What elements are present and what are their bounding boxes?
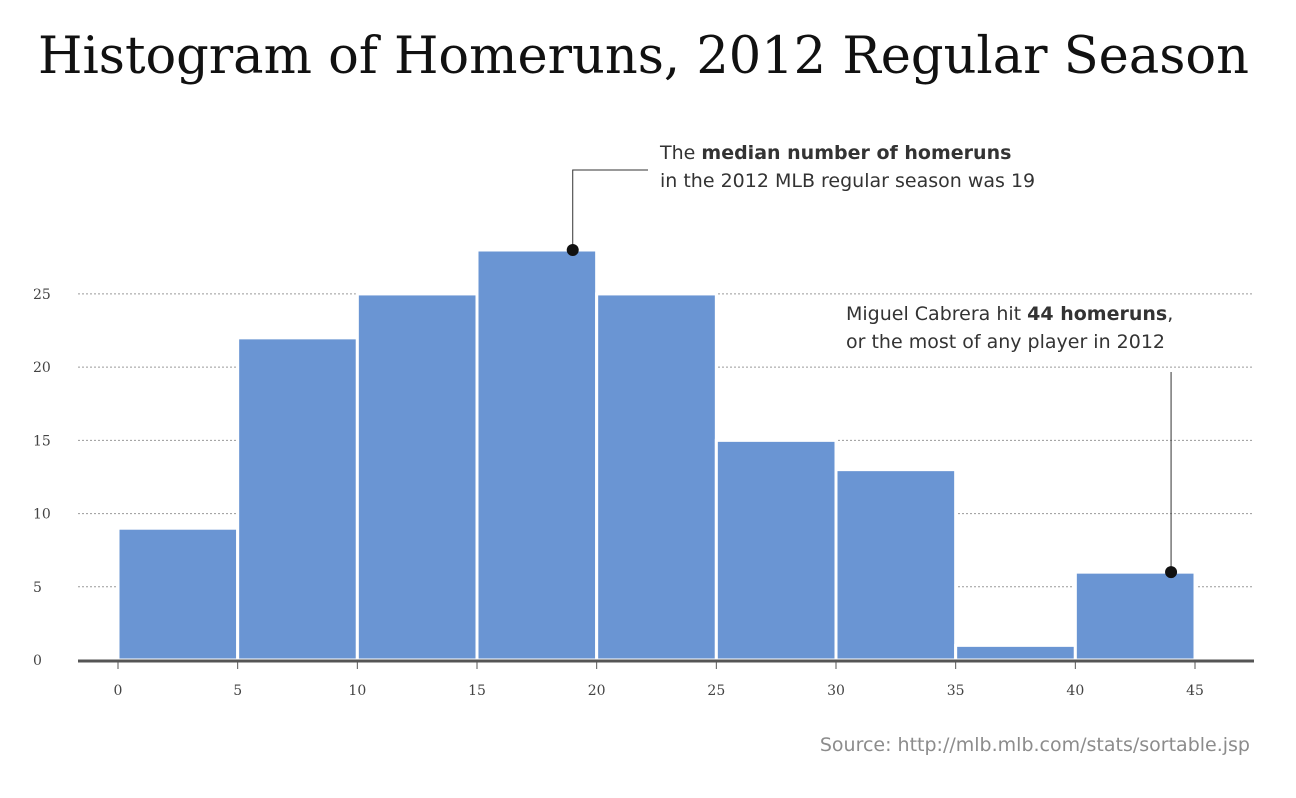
y-tick-label-20: 20 — [33, 360, 51, 376]
median-annotation-line-2: in the 2012 MLB regular season was 19 — [660, 170, 1036, 192]
x-tick-label-0: 0 — [114, 683, 123, 699]
max-marker — [1165, 566, 1178, 579]
annotation-markers — [566, 169, 1178, 579]
x-tick-label-25: 25 — [707, 683, 725, 699]
x-tick-label-20: 20 — [588, 683, 606, 699]
max-annotation-line-1: Miguel Cabrera hit 44 homeruns, — [846, 300, 1173, 328]
chart-title: Histogram of Homeruns, 2012 Regular Seas… — [38, 27, 1249, 86]
bar-25-30 — [714, 438, 838, 662]
y-tick-label-15: 15 — [33, 433, 51, 449]
bars — [116, 248, 1197, 662]
y-tick-label-25: 25 — [33, 287, 51, 303]
y-tick-label-0: 0 — [33, 653, 42, 669]
max-annotation-prefix: Miguel Cabrera hit — [846, 303, 1028, 325]
bar-20-25 — [595, 292, 718, 662]
bar-30-35 — [834, 468, 958, 662]
bar-35-40 — [954, 643, 1077, 662]
bar-0-5 — [116, 526, 240, 662]
axes: 0 5 10 15 20 25 0 5 10 15 20 25 30 35 40 45 — [33, 287, 1254, 699]
y-tick-label-10: 10 — [33, 507, 51, 523]
max-annotation-line-2: or the most of any player in 2012 — [846, 331, 1166, 353]
median-marker — [566, 244, 579, 256]
source-note: Source: http://mlb.mlb.com/stats/sortabl… — [819, 734, 1250, 756]
bar-15-20 — [475, 248, 599, 662]
median-leader-line — [572, 169, 648, 250]
median-annotation-prefix: The — [660, 142, 702, 164]
x-tick-label-5: 5 — [233, 683, 242, 699]
median-annotation: The median number of homeruns in the 201… — [660, 139, 1035, 195]
bar-10-15 — [355, 292, 479, 662]
x-tick-label-30: 30 — [827, 683, 845, 699]
max-annotation-suffix: , — [1167, 303, 1174, 325]
x-tick-label-45: 45 — [1186, 683, 1204, 699]
max-annotation-highlight: 44 homeruns — [1027, 303, 1168, 325]
x-tick-label-10: 10 — [348, 683, 366, 699]
median-annotation-line-1: The median number of homeruns — [660, 139, 1035, 167]
y-tick-label-5: 5 — [33, 580, 42, 596]
median-annotation-highlight: median number of homeruns — [701, 142, 1012, 164]
max-annotation: Miguel Cabrera hit 44 homeruns, or the m… — [846, 300, 1173, 356]
bar-5-10 — [236, 336, 359, 662]
x-tick-label-40: 40 — [1066, 683, 1084, 699]
x-tick-label-15: 15 — [468, 683, 486, 699]
x-tick-label-35: 35 — [947, 683, 965, 699]
bar-40-45 — [1073, 570, 1197, 662]
